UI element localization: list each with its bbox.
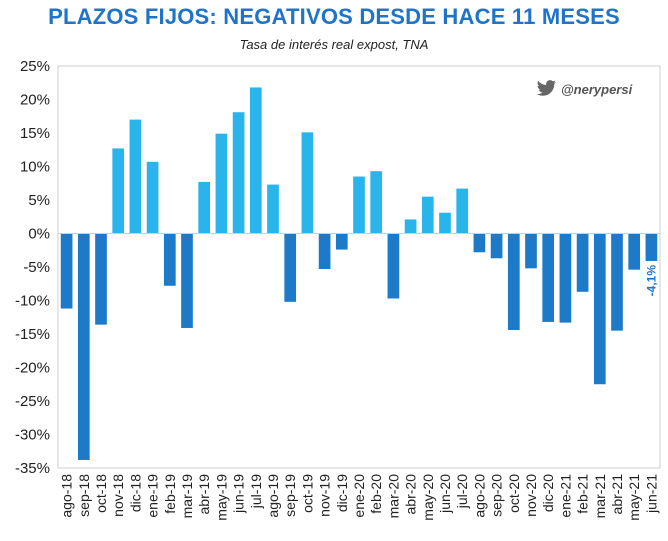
x-tick-label: mar-19 [179, 474, 195, 519]
bar-jul-19 [249, 87, 262, 234]
x-tick-label: mar-20 [385, 474, 401, 519]
bar-mar-21 [593, 233, 606, 385]
bar-oct-19 [301, 132, 314, 234]
x-tick-label: jun-20 [437, 474, 453, 514]
x-tick-label: dic-19 [334, 474, 350, 512]
x-tick-label: may-20 [420, 474, 436, 521]
chart-subtitle: Tasa de interés real expost, TNA [239, 37, 429, 52]
bar-dic-18 [129, 119, 142, 234]
bar-dic-19 [335, 233, 348, 250]
x-tick-label: abr-21 [609, 474, 625, 515]
bars [60, 87, 658, 460]
x-tick-label: may-21 [626, 474, 642, 521]
watermark: @nerypersi [536, 80, 633, 97]
y-tick-label: 20% [20, 92, 50, 109]
twitter-bird-icon [536, 80, 557, 96]
x-tick-label: jun-21 [643, 474, 659, 514]
x-tick-label: oct-20 [506, 474, 522, 513]
chart-title: PLAZOS FIJOS: NEGATIVOS DESDE HACE 11 ME… [48, 4, 620, 29]
x-tick-label: dic-20 [540, 474, 556, 512]
bar-ene-19 [146, 161, 159, 234]
x-tick-label: feb-21 [575, 474, 591, 514]
x-tick-label: dic-18 [127, 474, 143, 512]
x-tick-label: ene-19 [145, 474, 161, 518]
bar-ago-19 [267, 184, 279, 234]
bar-nov-18 [112, 148, 125, 234]
x-tick-label: feb-20 [368, 474, 384, 514]
x-tick-label: ene-20 [351, 474, 367, 518]
x-tick-label: ago-19 [265, 474, 281, 518]
y-tick-label: 10% [20, 159, 50, 176]
x-tick-label: mar-21 [592, 474, 608, 519]
bar-sep-19 [284, 233, 297, 302]
x-tick-label: abr-19 [196, 474, 212, 515]
bar-ago-18 [60, 233, 73, 309]
y-tick-label: -30% [15, 427, 50, 444]
bar-abr-20 [404, 219, 417, 234]
y-tick-label: -25% [15, 393, 50, 410]
bar-may-20 [421, 196, 434, 234]
bar-sep-18 [77, 233, 90, 460]
bar-feb-21 [576, 233, 589, 292]
bar-may-19 [215, 133, 228, 234]
y-tick-label: -15% [15, 326, 50, 343]
bar-dic-20 [542, 233, 555, 322]
y-tick-label: -5% [23, 259, 50, 276]
y-tick-label: 15% [20, 125, 50, 142]
bar-feb-20 [370, 171, 383, 234]
bar-sep-20 [490, 233, 503, 259]
x-tick-label: sep-19 [282, 474, 298, 517]
bar-abr-21 [611, 233, 623, 331]
x-tick-label: oct-18 [93, 474, 109, 513]
y-axis: 25% 20% 15% 10% 5% 0% -5% -10% -15% -20% -25% -30% -… [15, 58, 50, 477]
bar-abr-19 [198, 181, 211, 234]
y-tick-label: 5% [28, 192, 50, 209]
x-tick-label: sep-18 [76, 474, 92, 517]
y-tick-label: -20% [15, 360, 50, 377]
bar-ene-20 [353, 176, 365, 234]
bar-jun-20 [439, 212, 451, 234]
data-label: -4,1% [644, 265, 658, 297]
x-tick-label: sep-20 [489, 474, 505, 517]
x-tick-label: may-19 [213, 474, 229, 521]
data-labels: -4,1% [644, 265, 658, 297]
x-tick-label: jul-19 [248, 474, 264, 509]
bar-mar-19 [181, 233, 193, 328]
x-axis: ago-18 sep-18 oct-18 nov-18 dic-18 ene-19 feb-… [59, 474, 660, 521]
bar-nov-20 [525, 233, 537, 269]
bar-jul-20 [456, 188, 469, 234]
bar-nov-19 [318, 233, 331, 270]
plot-frame [57, 65, 661, 469]
bar-mar-20 [387, 233, 400, 299]
bar-jun-21 [645, 233, 658, 261]
y-tick-label: -35% [15, 460, 50, 477]
x-tick-label: ago-20 [471, 474, 487, 518]
x-tick-label: ago-18 [59, 474, 75, 518]
x-tick-label: feb-19 [162, 474, 178, 514]
twitter-handle: @nerypersi [561, 82, 633, 97]
x-tick-label: nov-18 [110, 474, 126, 517]
x-tick-label: jun-19 [231, 474, 247, 514]
x-tick-label: abr-20 [403, 474, 419, 515]
y-tick-label: -10% [15, 293, 50, 310]
y-tick-label: 25% [20, 58, 50, 75]
bar-ago-20 [473, 233, 486, 253]
bar-oct-20 [507, 233, 520, 330]
x-tick-label: nov-19 [317, 474, 333, 517]
bar-feb-19 [163, 233, 176, 286]
x-tick-label: ene-21 [557, 474, 573, 518]
bar-ene-21 [559, 233, 572, 323]
x-tick-label: jul-20 [454, 474, 470, 509]
bar-jun-19 [232, 112, 245, 234]
x-tick-label: nov-20 [523, 474, 539, 517]
bar-may-21 [628, 233, 641, 270]
y-tick-label: 0% [28, 226, 50, 243]
x-tick-label: oct-19 [299, 474, 315, 513]
bar-oct-18 [95, 233, 107, 325]
